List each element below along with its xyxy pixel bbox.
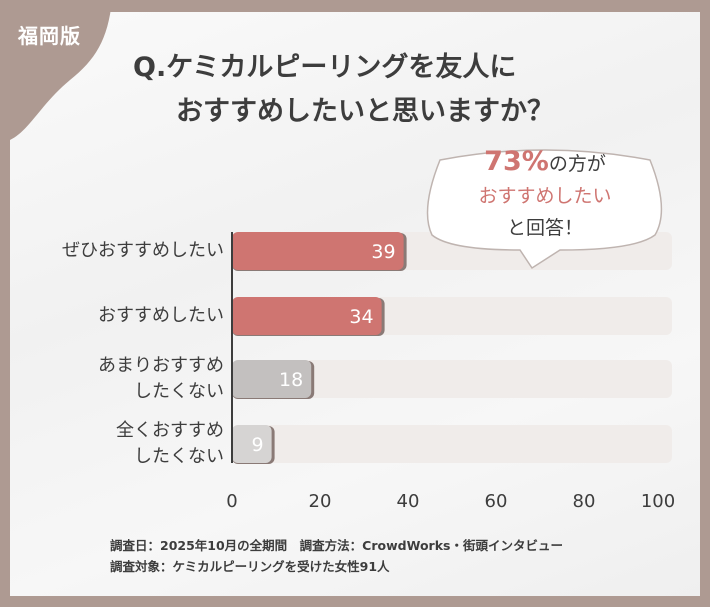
callout-line1: の方が [548,153,606,175]
category-label-line: 全くおすすめ [116,420,224,441]
bar-value-label: 39 [371,241,395,263]
survey-note-1: 調査日：2025年10月の全期間 調査方法：CrowdWorks・街頭インタビュ… [110,538,563,553]
bar [232,360,312,398]
x-tick-label: 60 [485,491,508,512]
speech-bubble [426,149,663,270]
bar-value-label: 9 [252,434,264,456]
bar-value-label: 18 [279,369,303,391]
title-line2: おすすめしたいと思いますか？ [176,96,554,127]
bar [232,297,382,335]
category-label-line: ぜひおすすめしたい [62,240,224,261]
category-label-line: したくない [134,446,224,467]
category-label: 全くおすすめしたくない [116,418,224,470]
x-tick-label: 0 [226,491,237,512]
survey-note-2: 調査対象：ケミカルピーリングを受けた女性91人 [110,559,390,574]
bar-track [232,360,672,398]
category-label-line: したくない [134,381,224,402]
category-label-line: あまりおすすめ [98,355,224,376]
category-label-line: おすすめしたい [98,305,224,326]
x-tick-label: 40 [397,491,420,512]
bar-track [232,425,672,463]
x-tick-label: 100 [641,491,675,512]
category-label: ぜひおすすめしたい [62,238,224,264]
callout-line2: おすすめしたい [478,185,612,207]
badge-shape [0,0,112,145]
bar [232,425,272,463]
category-label: おすすめしたい [98,303,224,329]
callout-percent: 73% [484,146,549,177]
callout-line3: と回答！ [506,217,583,239]
callout-text: 73%の方が おすすめしたい と回答！ [420,146,670,244]
region-badge: 福岡版 [18,24,81,48]
x-tick-label: 80 [573,491,596,512]
category-label: あまりおすすめしたくない [98,353,224,405]
title-line1: Q.ケミカルピーリングを友人に [133,52,517,83]
bar-value-label: 34 [349,306,373,328]
bar [232,232,404,270]
x-tick-label: 20 [309,491,332,512]
